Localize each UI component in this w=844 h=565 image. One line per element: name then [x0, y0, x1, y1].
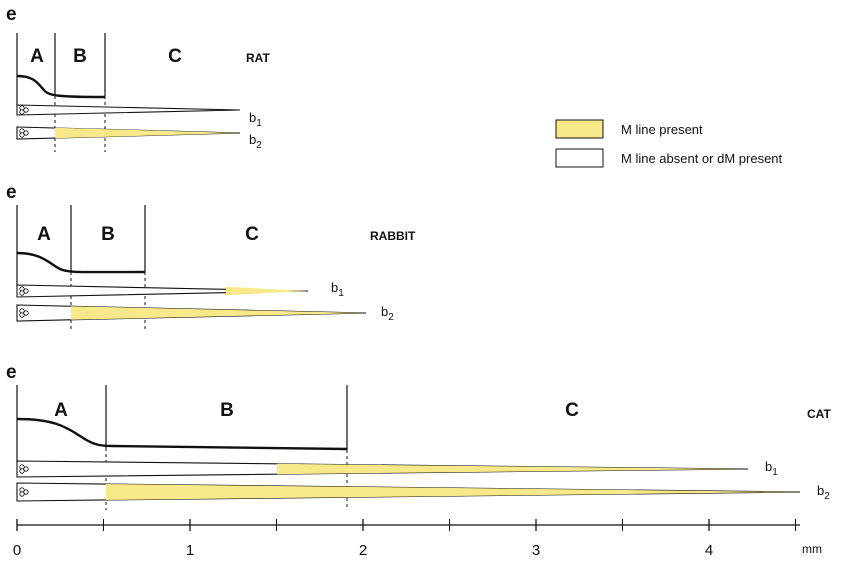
m-line-present-segment	[106, 484, 800, 500]
panel-e-label: e	[6, 182, 17, 203]
nucleus-icon	[19, 468, 25, 474]
fiber-b2: b2	[16, 126, 262, 151]
fiber-b2: b2	[16, 304, 394, 323]
profile-curve	[16, 74, 106, 99]
nucleus-icon	[19, 132, 25, 138]
species-label: CAT	[807, 407, 831, 421]
m-line-present-segment	[277, 463, 748, 475]
fiber-label: b1	[249, 110, 262, 129]
fiber-label: b2	[249, 132, 262, 151]
fiber-label: b1	[765, 459, 778, 478]
axis-tick-label: 0	[13, 542, 21, 559]
rabbit-panel: e A B C RABBIT b1 b2	[6, 182, 416, 330]
zone-a-label: A	[30, 46, 44, 67]
axis-tick-label: 1	[186, 542, 194, 559]
axis-tick-label: 4	[705, 542, 713, 559]
zone-c-label: C	[245, 224, 259, 245]
zone-b-label: B	[73, 46, 87, 67]
m-line-present-segment	[55, 127, 240, 139]
nucleus-icon	[19, 491, 25, 497]
axis-ticks: 0 1 2 3 4	[13, 519, 796, 559]
profile-curve	[16, 417, 348, 451]
nucleus-icon	[19, 290, 25, 296]
nucleus-icon	[23, 489, 29, 495]
fiber-b2: b2	[16, 482, 830, 502]
species-label: RABBIT	[370, 229, 416, 243]
nucleus-icon	[23, 466, 29, 472]
fiber-b1: b1	[16, 280, 344, 299]
zone-a-label: A	[37, 224, 51, 245]
profile-curve	[16, 251, 146, 274]
axis-tick-label: 3	[532, 542, 540, 559]
nucleus-icon	[23, 310, 29, 316]
legend-label-present: M line present	[621, 122, 703, 137]
zone-b-label: B	[101, 224, 115, 245]
zone-b-label: B	[220, 400, 234, 421]
cat-panel: e A B C CAT b1 b2	[6, 362, 831, 510]
species-label: RAT	[246, 51, 270, 65]
axis-tick-label: 2	[359, 542, 367, 559]
fiber-outline	[16, 104, 241, 116]
panel-e-label: e	[6, 4, 17, 25]
panel-e-label: e	[6, 362, 17, 383]
nucleus-icon	[19, 109, 25, 115]
legend-item-present: M line present	[555, 119, 703, 139]
rat-panel: e A B C RAT b1 b2	[6, 4, 270, 152]
nucleus-icon	[23, 130, 29, 136]
legend-item-absent: M line absent or dM present	[555, 148, 783, 168]
m-line-present-segment	[71, 306, 366, 320]
axis-unit-label: mm	[802, 542, 822, 556]
legend-swatch-absent	[555, 148, 604, 168]
legend: M line present M line absent or dM prese…	[555, 119, 783, 168]
fiber-label: b2	[817, 483, 830, 502]
zone-a-label: A	[54, 400, 68, 421]
m-line-present-segment	[226, 286, 308, 296]
nucleus-icon	[23, 107, 29, 113]
mm-axis: 0 1 2 3 4 mm	[13, 519, 822, 559]
nucleus-icon	[23, 288, 29, 294]
nucleus-icon	[19, 312, 25, 318]
legend-swatch-present	[555, 119, 604, 139]
fiber-label: b1	[331, 280, 344, 299]
fiber-outline	[16, 284, 309, 298]
fiber-label: b2	[381, 304, 394, 323]
zone-c-label: C	[168, 46, 182, 67]
fiber-b1: b1	[16, 459, 778, 478]
fiber-b1: b1	[16, 104, 262, 129]
zone-c-label: C	[565, 400, 579, 421]
legend-label-absent: M line absent or dM present	[621, 151, 783, 166]
